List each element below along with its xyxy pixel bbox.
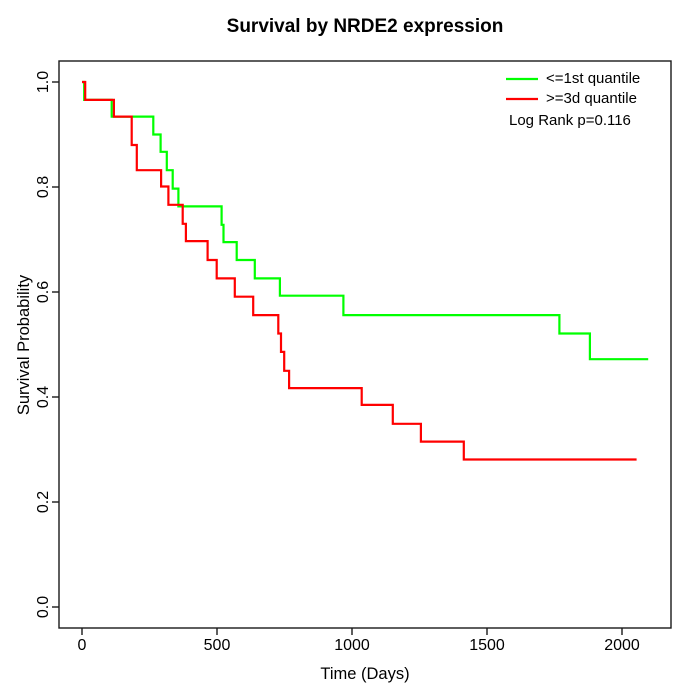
y-tick-label: 0.6 [35, 280, 52, 304]
legend-item-label-high-expression: >=3d quantile [546, 90, 637, 107]
legend-item-label-low-expression: <=1st quantile [546, 70, 641, 87]
x-tick-label: 2000 [604, 637, 640, 654]
x-tick-label: 1500 [469, 637, 505, 654]
survival-curve-low-quantile [82, 80, 649, 361]
y-tick-label: 0.4 [35, 385, 52, 409]
chart-title: Survival by NRDE2 expression [226, 16, 504, 37]
y-tick-label: 0.0 [35, 595, 52, 619]
y-axis-label: Survival Probability [15, 274, 33, 416]
x-tick-label: 1000 [334, 637, 370, 654]
logrank-pvalue-text: Log Rank p=0.116 [509, 112, 631, 129]
y-tick-label: 1.0 [35, 70, 52, 94]
x-tick-label: 0 [77, 637, 87, 654]
plot-border [58, 60, 672, 629]
x-axis-label: Time (Days) [320, 665, 410, 683]
x-tick-label: 500 [203, 637, 231, 654]
survival-curve-high-quantile [82, 80, 637, 461]
y-tick-label: 0.2 [35, 490, 52, 514]
y-tick-label: 0.8 [35, 175, 52, 199]
